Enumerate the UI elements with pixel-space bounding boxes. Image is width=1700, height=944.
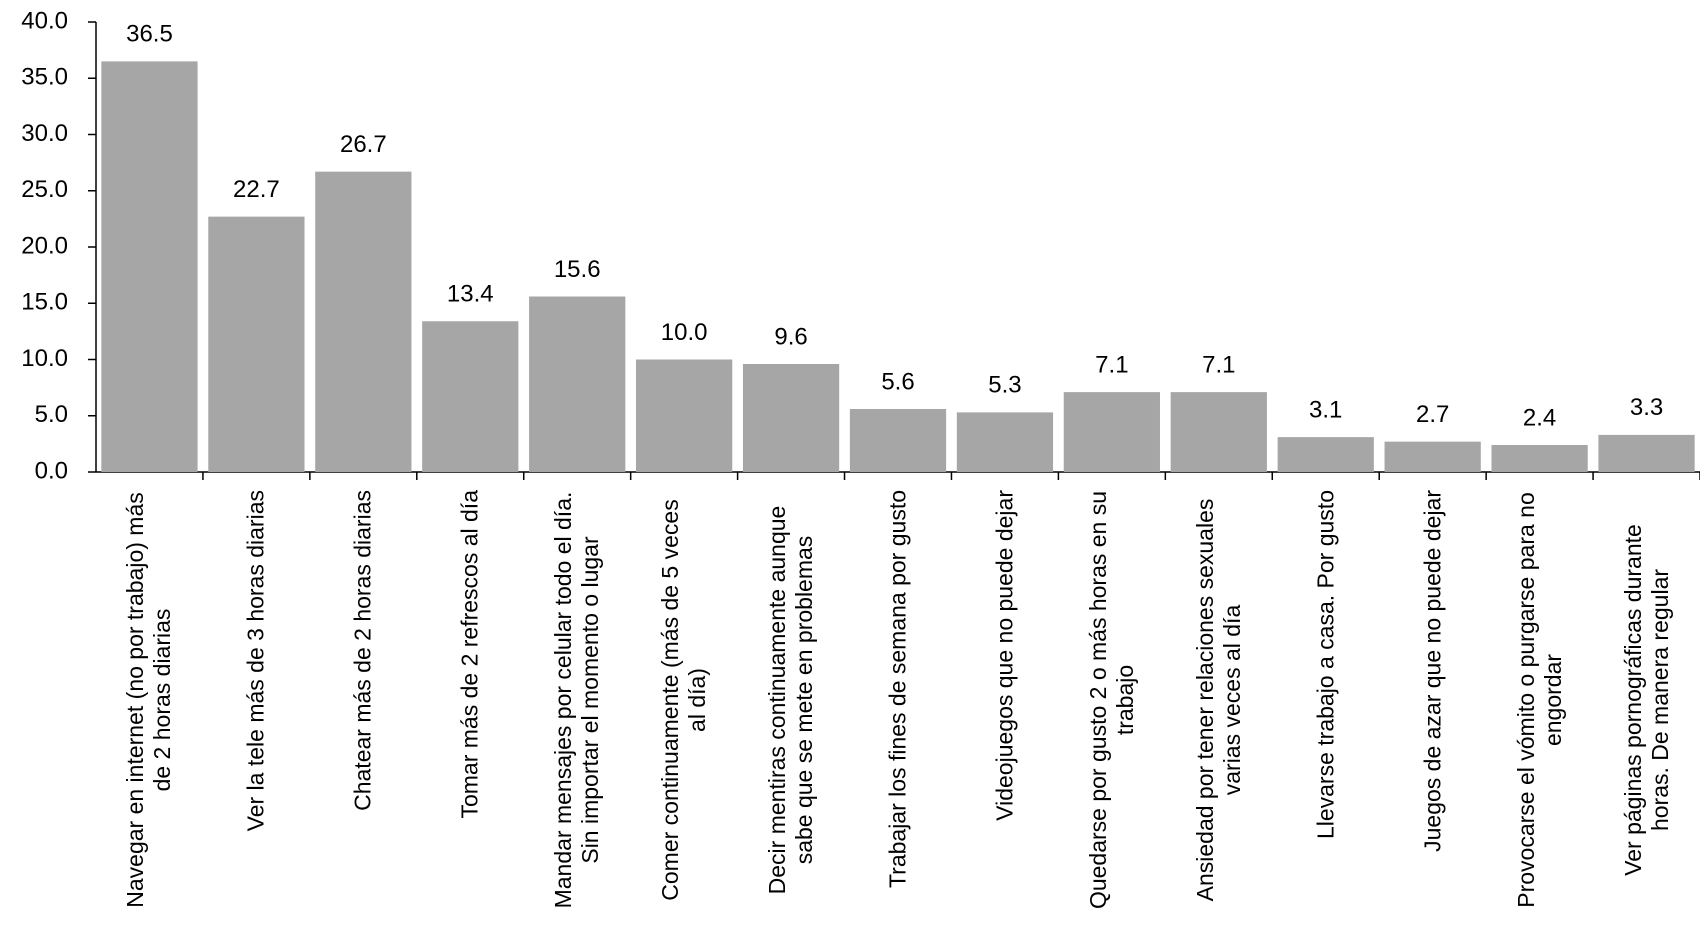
bar [1384, 441, 1481, 472]
bar [101, 61, 198, 472]
value-label: 5.6 [881, 368, 914, 395]
bar [422, 321, 519, 472]
x-tick-label: Navegar en internet (no por trabajo) más… [122, 492, 176, 908]
x-tick-label: Chatear más de 2 horas diarias [349, 490, 376, 811]
bar [315, 171, 412, 472]
x-tick-label: Ansiedad por tener relaciones sexuales v… [1191, 498, 1245, 902]
bar [742, 364, 840, 472]
value-label: 7.1 [1095, 351, 1128, 378]
x-tick-label: Juegos de azar que no puede dejar [1419, 490, 1446, 852]
value-label: 9.6 [774, 323, 807, 350]
value-label: 3.3 [1630, 394, 1663, 421]
value-label: 2.7 [1416, 401, 1449, 428]
value-label: 36.5 [126, 21, 173, 48]
value-label: 13.4 [447, 281, 494, 308]
bar [1063, 392, 1160, 472]
y-tick-label: 5.0 [35, 401, 68, 428]
value-label: 7.1 [1202, 351, 1235, 378]
bar [1277, 437, 1374, 472]
y-tick-label: 30.0 [21, 120, 68, 147]
x-tick-label: Tomar más de 2 refrescos al día [456, 490, 483, 819]
y-tick-label: 35.0 [21, 64, 68, 91]
value-label: 15.6 [554, 256, 601, 283]
bar [1491, 445, 1588, 472]
y-tick-label: 10.0 [21, 345, 68, 372]
bar [1598, 434, 1695, 472]
y-tick-label: 25.0 [21, 176, 68, 203]
x-tick-label: Decir mentiras continuamente aunque sabe… [764, 505, 818, 895]
x-tick-label: Provocarse el vómito o purgarse para no … [1512, 492, 1566, 908]
x-tick-label: Ver la tele más de 3 horas diarias [242, 490, 269, 832]
y-tick-label: 20.0 [21, 232, 68, 259]
bar [956, 412, 1054, 472]
y-tick-label: 15.0 [21, 289, 68, 316]
value-label: 2.4 [1523, 404, 1556, 431]
x-tick-label: Trabajar los fines de semana por gusto [884, 490, 911, 889]
x-tick-label: Videojuegos que no puede dejar [991, 490, 1018, 821]
bar [208, 216, 305, 472]
value-label: 3.1 [1309, 396, 1342, 423]
bar [529, 296, 626, 472]
x-tick-label: Comer continuamente (más de 5 veces al d… [657, 499, 711, 901]
value-label: 26.7 [340, 131, 387, 158]
bar [1170, 392, 1267, 472]
y-tick-label: 40.0 [21, 7, 68, 34]
value-label: 22.7 [233, 176, 280, 203]
x-tick-label: Ver páginas pornográficas durante horas.… [1619, 524, 1673, 876]
y-tick-label: 0.0 [35, 457, 68, 484]
x-tick-label: Quedarse por gusto 2 o más horas en su t… [1084, 490, 1138, 910]
value-label: 5.3 [988, 372, 1021, 399]
x-tick-label: Llevarse trabajo a casa. Por gusto [1312, 490, 1339, 840]
value-label: 10.0 [661, 319, 708, 346]
bar [636, 359, 733, 472]
x-tick-label: Mandar mensajes por celular todo el día.… [550, 491, 604, 909]
bar [849, 409, 947, 472]
